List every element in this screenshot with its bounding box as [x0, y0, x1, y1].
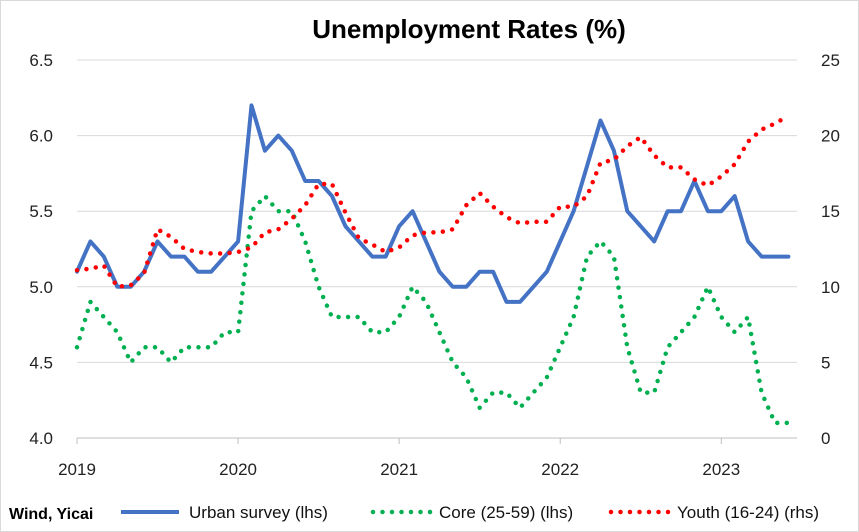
series-youth: [74, 113, 791, 290]
x-tick-label: 2019: [58, 460, 96, 479]
grid-layer: [77, 59, 797, 363]
series-line: [74, 113, 791, 290]
legend-label: Urban survey (lhs): [189, 503, 328, 522]
x-tick-label: 2021: [380, 460, 418, 479]
legend: Urban survey (lhs) Core (25-59) (lhs) Yout…: [121, 503, 819, 522]
right-tick-label: 25: [821, 51, 840, 70]
left-tick-label: 4.0: [29, 429, 53, 448]
legend-label: Core (25-59) (lhs): [439, 503, 573, 522]
chart-title: Unemployment Rates (%): [312, 14, 626, 44]
left-tick-label: 6.5: [29, 51, 53, 70]
left-tick-label: 5.5: [29, 202, 53, 221]
left-tick-label: 5.0: [29, 278, 53, 297]
left-tick-label: 6.0: [29, 127, 53, 146]
series-urban: [75, 103, 791, 304]
right-tick-label: 10: [821, 278, 840, 297]
series-layer: [74, 103, 791, 426]
x-tick-label: 2023: [702, 460, 740, 479]
series-core: [74, 193, 791, 426]
series-line: [75, 103, 791, 304]
right-tick-label: 15: [821, 202, 840, 221]
right-tick-label: 20: [821, 127, 840, 146]
axis-layer: 4.0 4.5 5.0 5.5 6.0 6.5 0 5 10 15 20 25 2019 2020 2021…: [29, 51, 840, 479]
series-line: [74, 193, 791, 426]
right-tick-label: 0: [821, 429, 830, 448]
right-tick-label: 5: [821, 353, 830, 372]
x-tick-label: 2020: [219, 460, 257, 479]
left-tick-label: 4.5: [29, 353, 53, 372]
legend-label: Youth (16-24) (rhs): [677, 503, 819, 522]
x-tick-label: 2022: [541, 460, 579, 479]
source-note: Wind, Yicai: [9, 506, 93, 523]
